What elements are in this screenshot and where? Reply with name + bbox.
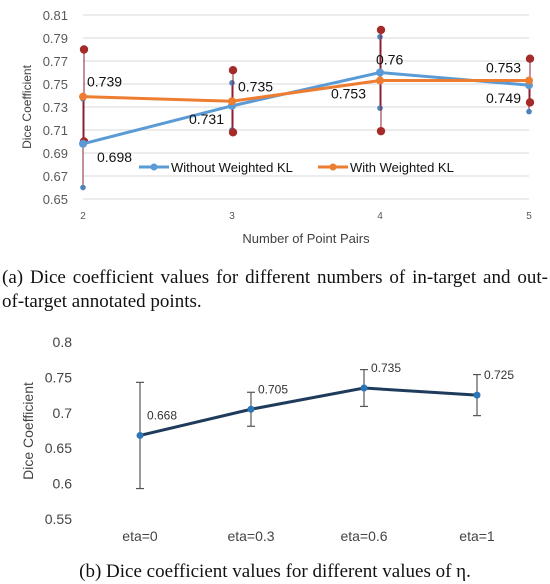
data-point	[136, 431, 144, 439]
data-label: 0.753	[486, 60, 521, 76]
data-point	[473, 391, 481, 399]
y-tick-label: 0.7	[53, 405, 73, 421]
x-tick-label: eta=0.6	[340, 528, 387, 544]
y-tick-label: 0.75	[43, 77, 68, 92]
data-point	[360, 384, 368, 392]
data-point	[376, 76, 384, 85]
legend-marker	[329, 163, 337, 171]
error-cap-high	[525, 54, 535, 63]
series-line-with-weighted-kl	[82, 79, 529, 103]
x-tick-label: 5	[526, 211, 532, 222]
x-tick-label: 3	[229, 211, 235, 222]
data-label: 0.749	[486, 90, 521, 106]
x-tick-label: eta=0	[122, 528, 158, 544]
x-tick-label: eta=0.3	[227, 528, 274, 544]
y-tick-label: 0.67	[43, 169, 68, 184]
data-label: 0.753	[331, 86, 366, 102]
caption-a: (a) Dice coefficient values for differen…	[2, 267, 548, 312]
y-tick-label: 0.77	[43, 54, 68, 69]
data-label: 0.705	[258, 382, 288, 396]
error-cap-low	[525, 98, 535, 107]
data-point	[79, 92, 87, 101]
y-tick-label: 0.65	[43, 192, 68, 207]
y-axis-title: Dice Coefficient	[20, 64, 34, 148]
y-axis-title: Dice Coefficient	[20, 382, 36, 480]
error-cap-high	[228, 66, 238, 75]
legend-label: Without Weighted KL	[171, 160, 293, 175]
y-tick-label: 0.79	[43, 31, 68, 46]
data-label: 0.735	[371, 361, 401, 375]
data-point	[247, 405, 255, 413]
error-cap-low	[377, 105, 383, 111]
data-point	[525, 76, 533, 85]
y-tick-label: 0.71	[43, 123, 68, 138]
y-tick-label: 0.75	[45, 369, 72, 385]
error-cap-low	[526, 108, 532, 115]
data-label: 0.698	[97, 149, 132, 165]
y-tick-label: 0.81	[43, 8, 68, 23]
error-cap-low	[80, 184, 86, 191]
data-point	[376, 68, 384, 77]
error-cap-high	[376, 25, 386, 35]
data-label: 0.76	[376, 52, 403, 68]
y-tick-label: 0.69	[43, 146, 68, 161]
data-point	[228, 97, 236, 106]
data-label: 0.725	[484, 368, 514, 382]
y-tick-label: 0.65	[45, 440, 72, 456]
data-label: 0.739	[87, 74, 122, 90]
data-point	[79, 139, 87, 148]
x-axis-title: Number of Point Pairs	[242, 231, 370, 246]
error-cap-high	[229, 80, 235, 86]
legend-label: With Weighted KL	[350, 160, 454, 175]
error-cap-high	[377, 34, 383, 40]
x-tick-label: eta=1	[459, 528, 495, 544]
error-cap-high	[79, 45, 89, 54]
error-cap-low	[228, 128, 238, 137]
x-tick-label: 4	[377, 211, 383, 222]
legend-marker	[150, 163, 158, 171]
x-tick-label: 2	[80, 211, 86, 222]
y-tick-label: 0.8	[53, 334, 73, 350]
y-tick-label: 0.55	[45, 511, 72, 527]
chart-b: 0.55 0.6 0.65 0.7 0.75 0.8 eta=0 eta=0.3 eta=0.6…	[20, 334, 514, 544]
caption-b: (b) Dice coefficient values for differen…	[79, 561, 471, 582]
series-line-eta	[139, 386, 478, 437]
data-label: 0.668	[147, 408, 177, 422]
chart-a: 0.65 0.67 0.69 0.71 0.73 0.75 0.77 0.79 0.81 2 3 4 5…	[20, 8, 535, 246]
data-label: 0.731	[189, 111, 224, 127]
series-line-without-weighted-kl	[82, 70, 530, 146]
y-tick-label: 0.6	[53, 476, 73, 492]
y-tick-label: 0.73	[43, 100, 68, 115]
data-label: 0.735	[238, 78, 273, 94]
error-cap-low	[376, 126, 386, 136]
